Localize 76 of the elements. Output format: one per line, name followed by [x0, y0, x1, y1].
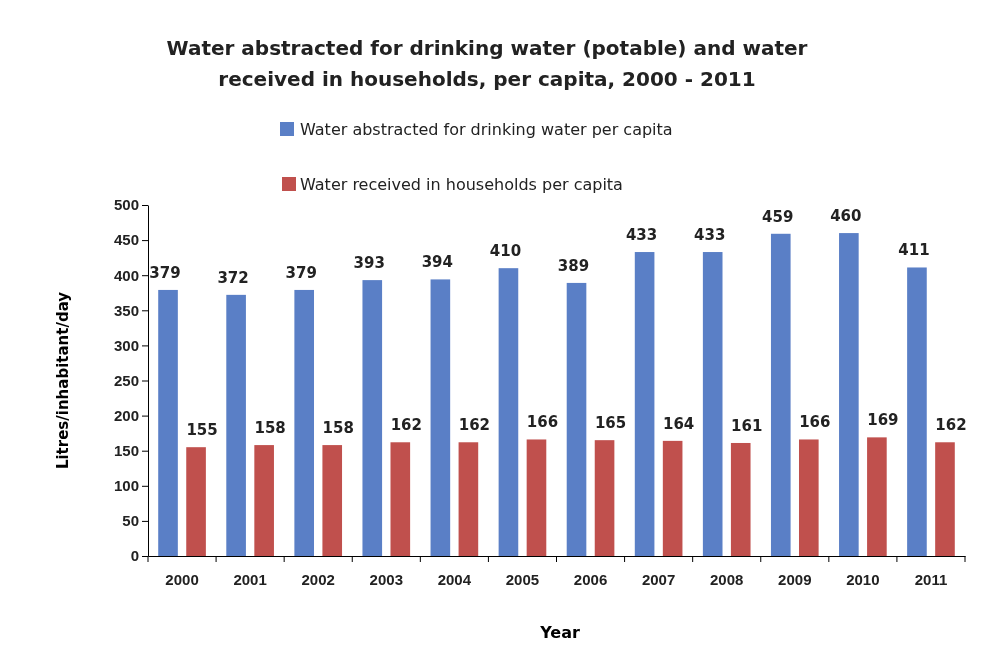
bar — [430, 279, 451, 556]
data-label: 165 — [594, 414, 627, 433]
y-tick-label: 450 — [113, 231, 139, 249]
y-tick-label: 500 — [113, 196, 139, 214]
bar — [867, 437, 887, 556]
bar — [390, 442, 411, 556]
x-tick-label: 2005 — [505, 570, 540, 588]
data-label: 410 — [489, 242, 522, 261]
data-label: 372 — [217, 268, 249, 287]
data-label: 459 — [762, 207, 794, 226]
data-label: 169 — [867, 411, 899, 430]
bar — [294, 289, 314, 556]
bar — [226, 294, 246, 556]
data-label: 411 — [898, 241, 930, 260]
bar — [458, 442, 479, 556]
bar — [526, 439, 547, 556]
legend-label: Water abstracted for drinking water per capita — [300, 120, 673, 139]
y-axis-title: Litres/inhabitant/day — [54, 291, 72, 470]
data-label: 158 — [254, 419, 286, 438]
y-tick-label: 50 — [122, 512, 139, 530]
legend-label: Water received in households per capita — [300, 175, 623, 194]
chart-title: Water abstracted for drinking water (potable) and water received in households, per capita, 2000 - 2011 — [166, 36, 808, 91]
x-tick-label: 2010 — [846, 570, 880, 588]
bar — [158, 289, 178, 556]
y-tick-label: 250 — [113, 371, 139, 389]
data-label: 379 — [285, 263, 317, 282]
data-label: 389 — [557, 256, 590, 275]
bar — [730, 442, 751, 556]
bar — [634, 252, 655, 556]
data-label: 162 — [390, 416, 422, 435]
y-tick-label: 350 — [113, 301, 139, 319]
bar — [935, 442, 955, 556]
data-label: 433 — [625, 226, 658, 245]
bar — [498, 268, 519, 556]
x-tick-label: 2011 — [914, 570, 948, 588]
x-tick-label: 2000 — [165, 570, 199, 588]
data-label: 164 — [662, 414, 695, 433]
bar — [770, 233, 791, 556]
data-label: 161 — [731, 416, 763, 435]
y-tick-label: 400 — [113, 266, 139, 284]
x-tick-label: 2009 — [778, 570, 812, 588]
data-label: 166 — [526, 413, 559, 432]
x-tick-label: 2003 — [369, 570, 403, 588]
y-tick-label: 100 — [113, 477, 139, 495]
bar — [594, 440, 615, 556]
bar — [566, 282, 587, 556]
x-tick-label: 2007 — [641, 570, 676, 588]
bar — [362, 280, 383, 556]
bar — [799, 439, 819, 556]
bar — [186, 447, 206, 556]
bar — [322, 445, 343, 556]
data-label: 379 — [149, 263, 181, 282]
x-tick-label: 2001 — [233, 570, 267, 588]
data-label: 166 — [799, 413, 831, 432]
data-label: 162 — [458, 416, 491, 435]
x-axis-title: Year — [539, 623, 580, 642]
y-tick-label: 150 — [113, 442, 139, 459]
x-tick-label: 2006 — [573, 570, 608, 588]
bar — [662, 440, 683, 556]
data-label: 460 — [830, 207, 862, 226]
data-label: 158 — [322, 419, 354, 438]
bar — [254, 445, 274, 556]
x-tick-label: 2002 — [301, 570, 335, 588]
data-label: 155 — [186, 421, 218, 440]
data-label: 433 — [694, 226, 726, 245]
y-tick-label: 0 — [130, 547, 139, 565]
data-label: 393 — [353, 254, 385, 273]
bar — [702, 252, 723, 556]
y-tick-label: 200 — [113, 406, 139, 424]
x-tick-label: 2008 — [710, 570, 744, 588]
bar — [839, 233, 859, 556]
y-tick-label: 300 — [113, 336, 139, 354]
data-label: 162 — [935, 416, 967, 435]
data-label: 394 — [421, 253, 454, 272]
bar — [907, 267, 927, 556]
x-tick-label: 2004 — [437, 570, 472, 588]
